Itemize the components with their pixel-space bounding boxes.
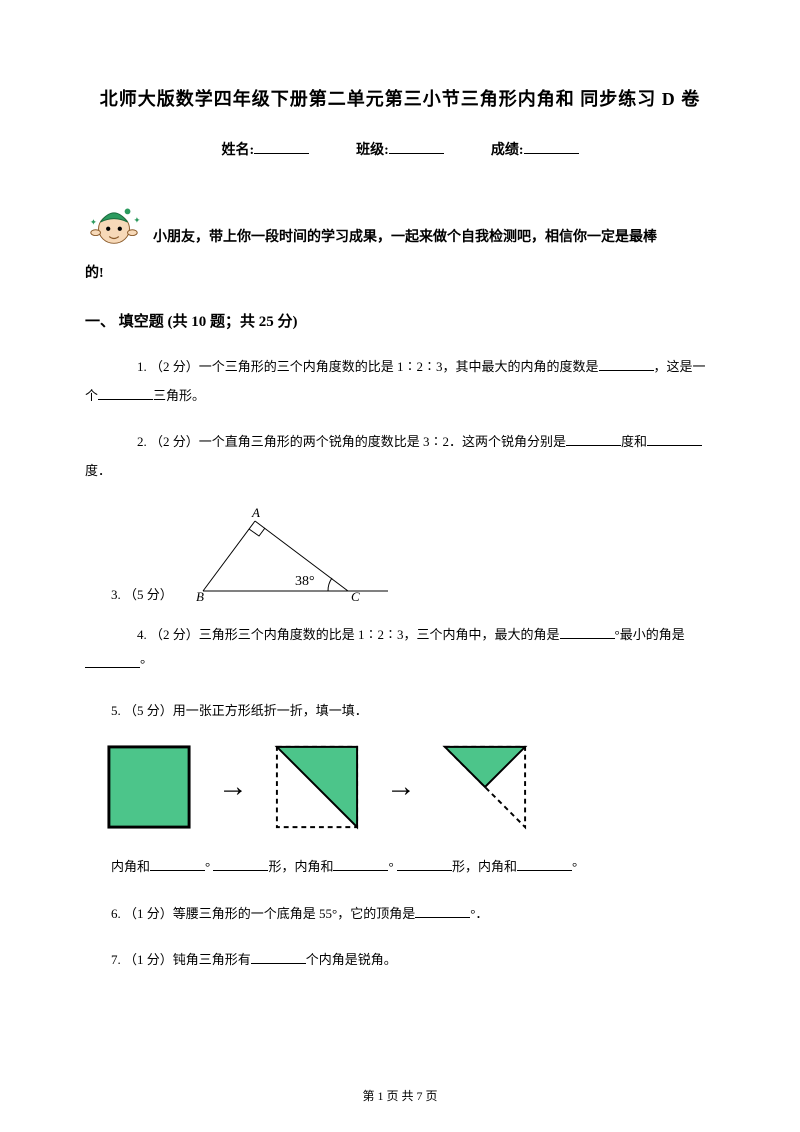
question-1: 1. （2 分）一个三角形的三个内角度数的比是 1∶2∶3，其中最大的内角的度数… (85, 353, 715, 410)
svg-text:C: C (351, 589, 360, 603)
q1-blank2 (98, 388, 153, 400)
q5b-d1: ° (205, 859, 210, 874)
svg-text:✦: ✦ (133, 215, 141, 225)
info-line: 姓名: 班级: 成绩: (85, 139, 715, 159)
q2-suf: 度． (85, 463, 111, 478)
q5b-d3: ° (572, 859, 577, 874)
q1-mid: ，这是一 (654, 359, 706, 374)
intro-line2: 的! (85, 262, 715, 282)
q1-suf: 三角形。 (153, 388, 205, 403)
arrow-icon: → (218, 770, 248, 804)
q1-pref: 1. （2 分）一个三角形的三个内角度数的比是 1∶2∶3，其中最大的内角的度数… (111, 353, 599, 382)
q4-blank2 (85, 656, 140, 668)
page-title: 北师大版数学四年级下册第二单元第三小节三角形内角和 同步练习 D 卷 (85, 85, 715, 111)
arrow-icon: → (386, 770, 416, 804)
q5b-blank4 (397, 859, 452, 871)
question-6: 6. （1 分）等腰三角形的一个底角是 55°，它的顶角是 °． (85, 900, 715, 929)
score-label: 成绩: (491, 143, 524, 158)
q6-suf: °． (470, 906, 488, 921)
q5b-d2: ° (388, 859, 393, 874)
page-footer: 第 1 页 共 7 页 (0, 1087, 800, 1104)
q5b-c: 形，内角和 (452, 859, 517, 874)
svg-text:A: A (251, 505, 260, 520)
fold-square-icon (105, 743, 193, 831)
q2-blank1 (566, 434, 621, 446)
svg-text:✦: ✦ (90, 217, 98, 227)
q6-pref: 6. （1 分）等腰三角形的一个底角是 55°，它的顶角是 (111, 906, 415, 921)
q7-suf: 个内角是锐角。 (306, 952, 397, 967)
q7-blank (251, 952, 306, 964)
q1-blank1 (599, 359, 654, 371)
q5b-blank3 (333, 859, 388, 871)
class-blank (389, 140, 444, 154)
intro-row: ✦ ✦ 小朋友，带上你一段时间的学习成果，一起来做个自我检测吧，相信你一定是最棒 (85, 194, 715, 252)
intro-line1: 小朋友，带上你一段时间的学习成果，一起来做个自我检测吧，相信你一定是最棒 (153, 224, 715, 252)
question-7: 7. （1 分）钝角三角形有 个内角是锐角。 (85, 946, 715, 975)
fold-diagram: → → (105, 743, 715, 831)
question-5: 5. （5 分）用一张正方形纸折一折，填一填． (85, 697, 715, 726)
q3-pref: 3. （5 分） (85, 584, 173, 603)
q1-mid2: 个 (85, 388, 98, 403)
question-5b: 内角和 ° 形，内角和 ° 形，内角和 ° (85, 853, 715, 882)
q7-pref: 7. （1 分）钝角三角形有 (111, 952, 251, 967)
q2-blank2 (647, 434, 702, 446)
question-4: 4. （2 分）三角形三个内角度数的比是 1∶2∶3，三个内角中，最大的角是 °最… (85, 621, 715, 678)
q5b-a: 内角和 (111, 859, 150, 874)
q5b-blank1 (150, 859, 205, 871)
fold-triangle1-icon (273, 743, 361, 831)
q6-blank (415, 906, 470, 918)
score-blank (524, 140, 579, 154)
q5b-blank2 (213, 859, 268, 871)
svg-text:38°: 38° (295, 574, 315, 589)
q5b-blank5 (517, 859, 572, 871)
question-2: 2. （2 分）一个直角三角形的两个锐角的度数比是 3∶2．这两个锐角分别是 度和… (85, 428, 715, 485)
mascot-icon: ✦ ✦ (85, 194, 143, 252)
triangle-diagram: A B C 38° (193, 503, 393, 603)
q4-mid: °最小的角是 (615, 627, 685, 642)
svg-text:B: B (196, 589, 204, 603)
fold-triangle2-icon (441, 743, 529, 831)
q4-pref: 4. （2 分）三角形三个内角度数的比是 1∶2∶3，三个内角中，最大的角是 (111, 621, 560, 650)
q2-pref: 2. （2 分）一个直角三角形的两个锐角的度数比是 3∶2．这两个锐角分别是 (111, 428, 566, 457)
question-3: 3. （5 分） A B C 38° (85, 503, 715, 603)
q2-mid: 度和 (621, 434, 647, 449)
section-heading: 一、 填空题 (共 10 题；共 25 分) (85, 310, 715, 331)
name-blank (254, 140, 309, 154)
name-label: 姓名: (221, 143, 254, 158)
q4-suf: ° (140, 656, 145, 671)
q4-blank1 (560, 627, 615, 639)
class-label: 班级: (356, 143, 389, 158)
q5b-b: 形，内角和 (268, 859, 333, 874)
